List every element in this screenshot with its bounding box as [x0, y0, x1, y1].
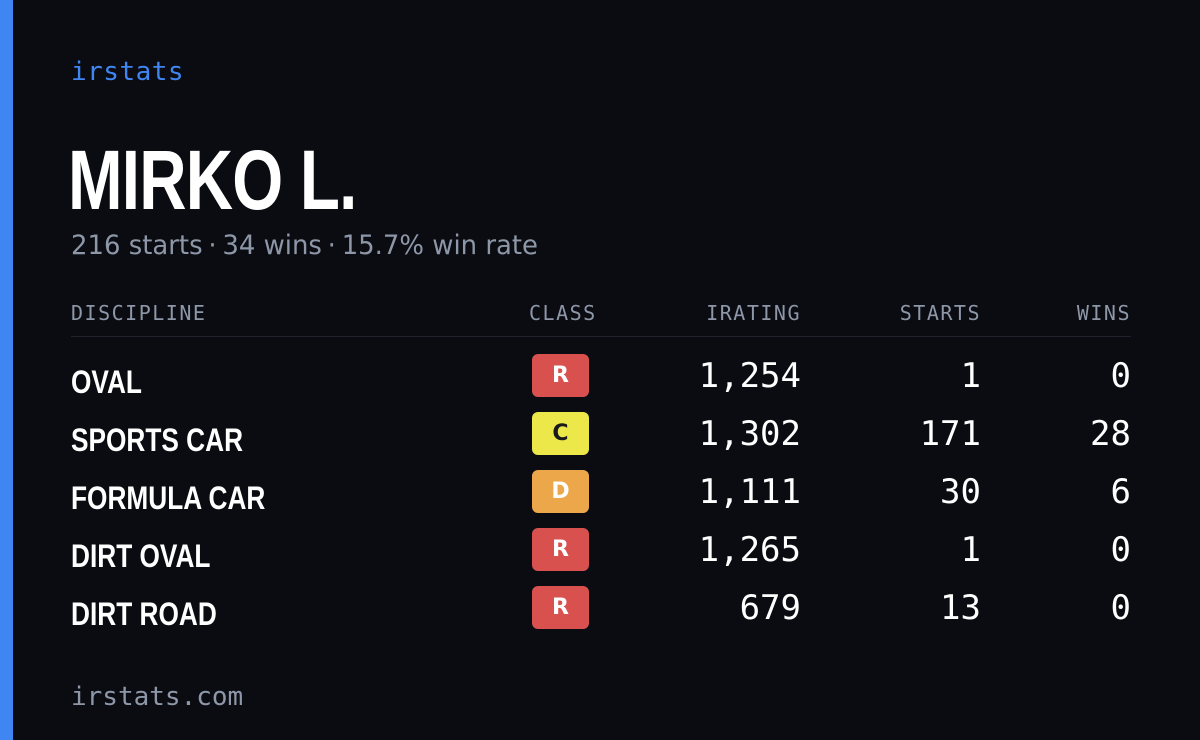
summary-wins: 34 wins — [222, 230, 322, 261]
row-wins: 0 — [1110, 356, 1131, 396]
row-wins: 6 — [1110, 472, 1131, 512]
header-discipline: DISCIPLINE — [71, 301, 207, 325]
table-body: OVAL R 1,254 1 0 SPORTS CAR C 1,302 171 … — [71, 337, 1131, 642]
table-header: DISCIPLINE CLASS IRATING STARTS WINS — [71, 296, 1131, 337]
row-wins: 28 — [1090, 414, 1131, 454]
row-wins: 0 — [1110, 530, 1131, 570]
row-irating: 1,111 — [698, 472, 801, 512]
row-starts: 13 — [940, 588, 981, 628]
row-discipline: DIRT OVAL — [71, 538, 211, 574]
row-discipline: DIRT ROAD — [71, 596, 217, 632]
row-irating: 679 — [739, 588, 801, 628]
summary-win-rate: 15.7% win rate — [341, 230, 538, 261]
class-badge: R — [532, 586, 589, 629]
header-irating: IRATING — [706, 301, 801, 325]
row-irating: 1,265 — [698, 530, 801, 570]
class-badge: D — [532, 470, 589, 513]
table-row: DIRT OVAL R 1,265 1 0 — [71, 526, 1131, 584]
row-discipline: OVAL — [71, 364, 142, 400]
table-row: FORMULA CAR D 1,111 30 6 — [71, 468, 1131, 526]
header-starts: STARTS — [899, 301, 981, 325]
class-badge: C — [532, 412, 589, 455]
row-starts: 171 — [919, 414, 981, 454]
brand-logo[interactable]: irstats — [71, 57, 185, 87]
row-starts: 1 — [960, 530, 981, 570]
table-row: DIRT ROAD R 679 13 0 — [71, 584, 1131, 642]
row-starts: 1 — [960, 356, 981, 396]
summary-separator: · — [327, 230, 336, 261]
row-starts: 30 — [940, 472, 981, 512]
table-row: OVAL R 1,254 1 0 — [71, 352, 1131, 410]
license-table: DISCIPLINE CLASS IRATING STARTS WINS OVA… — [71, 296, 1131, 642]
header-wins: WINS — [1076, 301, 1131, 325]
class-badge: R — [532, 528, 589, 571]
summary-separator: · — [208, 230, 217, 261]
header-class: CLASS — [529, 301, 597, 325]
footer-url[interactable]: irstats.com — [71, 682, 244, 712]
row-wins: 0 — [1110, 588, 1131, 628]
row-irating: 1,254 — [698, 356, 801, 396]
table-row: SPORTS CAR C 1,302 171 28 — [71, 410, 1131, 468]
driver-name: MIRKO L. — [68, 133, 357, 227]
driver-summary: 216 starts · 34 wins · 15.7% win rate — [71, 229, 538, 263]
row-discipline: SPORTS CAR — [71, 422, 244, 458]
row-discipline: FORMULA CAR — [71, 480, 266, 516]
class-badge: R — [532, 354, 589, 397]
accent-bar — [0, 0, 13, 740]
summary-starts: 216 starts — [71, 230, 203, 261]
row-irating: 1,302 — [698, 414, 801, 454]
